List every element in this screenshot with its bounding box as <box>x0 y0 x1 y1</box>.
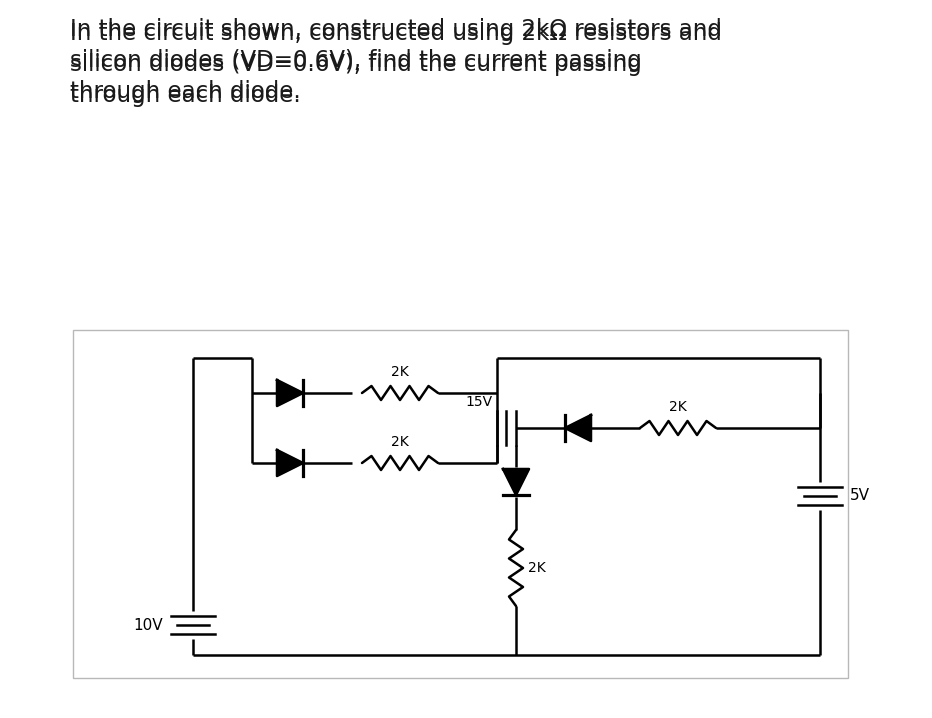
Text: 15V: 15V <box>466 395 493 409</box>
Text: In the circuit shown, constructed using 2kΩ resistors and
silicon diodes (VD=0.6: In the circuit shown, constructed using … <box>70 22 721 107</box>
Text: 10V: 10V <box>133 617 163 633</box>
Text: 2K: 2K <box>669 400 687 414</box>
Polygon shape <box>565 415 591 441</box>
Text: In the circuit shown, constructed using 2kΩ resistors and
silicon diodes (VD=0.6: In the circuit shown, constructed using … <box>70 18 721 103</box>
Bar <box>73 330 848 678</box>
Text: 5V: 5V <box>850 488 870 503</box>
Text: 2K: 2K <box>391 435 409 449</box>
Polygon shape <box>277 450 303 476</box>
Polygon shape <box>503 469 529 495</box>
Polygon shape <box>277 380 303 406</box>
Text: 2K: 2K <box>528 561 546 575</box>
Text: 2K: 2K <box>391 365 409 379</box>
